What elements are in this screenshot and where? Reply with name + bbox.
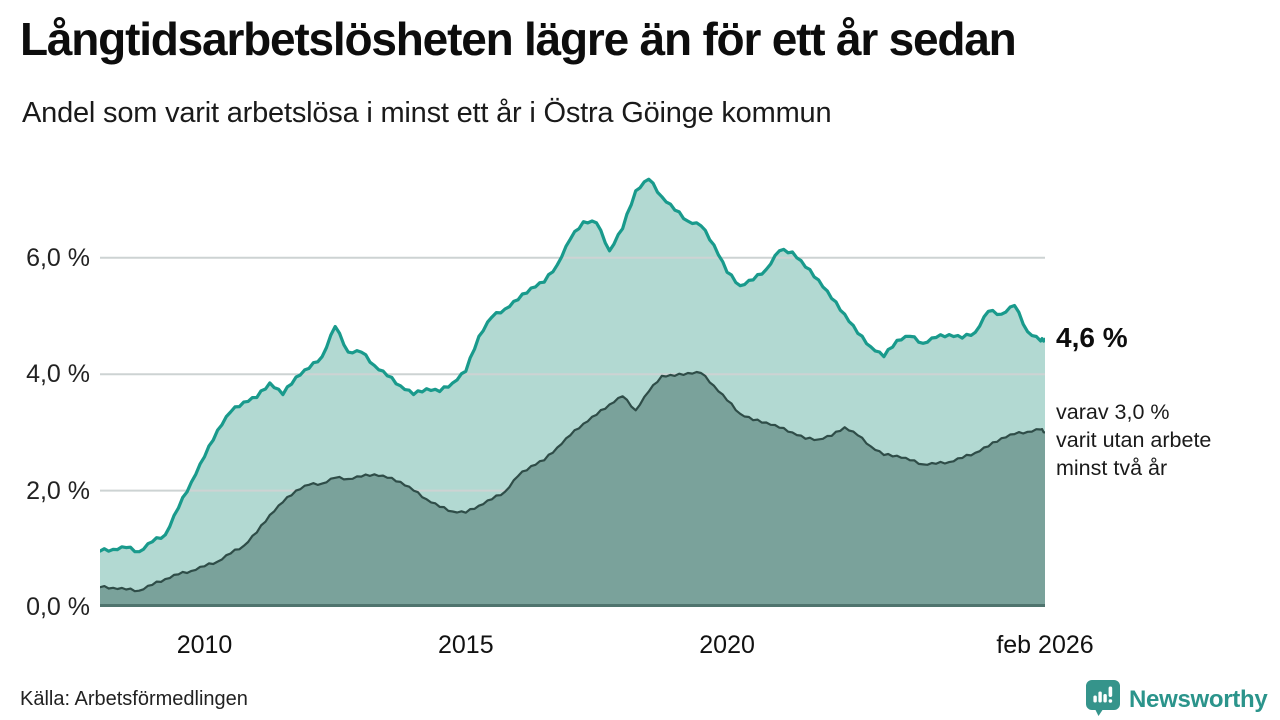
y-axis-label-4: 4,0 % — [26, 360, 90, 389]
x-axis-label-2015: 2015 — [438, 631, 494, 659]
brand-logo: Newsworthy — [1085, 679, 1268, 720]
chart-plot-area — [100, 160, 1045, 607]
y-axis-label-2: 2,0 % — [26, 476, 90, 505]
newsworthy-icon — [1085, 679, 1121, 720]
page-title: Långtidsarbetslösheten lägre än för ett … — [20, 13, 1017, 65]
series-two-year-line — [100, 370, 1045, 593]
y-axis-label-6: 6,0 % — [26, 243, 90, 272]
x-axis-label-2020: 2020 — [699, 631, 755, 659]
source-note: Källa: Arbetsförmedlingen — [20, 688, 248, 710]
page-subtitle: Andel som varit arbetslösa i minst ett å… — [22, 97, 832, 129]
x-axis-label-feb-2026: feb 2026 — [996, 631, 1094, 659]
plot-svg — [100, 177, 1045, 607]
y-axis-label-0: 0,0 % — [26, 593, 90, 621]
x-axis-label-2010: 2010 — [176, 631, 233, 659]
two-year-annotation: varav 3,0 % varit utan arbete minst två … — [1056, 400, 1212, 480]
series-two-year-area — [100, 372, 1045, 607]
series-total-line — [100, 177, 1045, 554]
brand-wordmark: Newsworthy — [1129, 686, 1268, 713]
latest-value-annotation: 4,6 % — [1056, 322, 1128, 353]
